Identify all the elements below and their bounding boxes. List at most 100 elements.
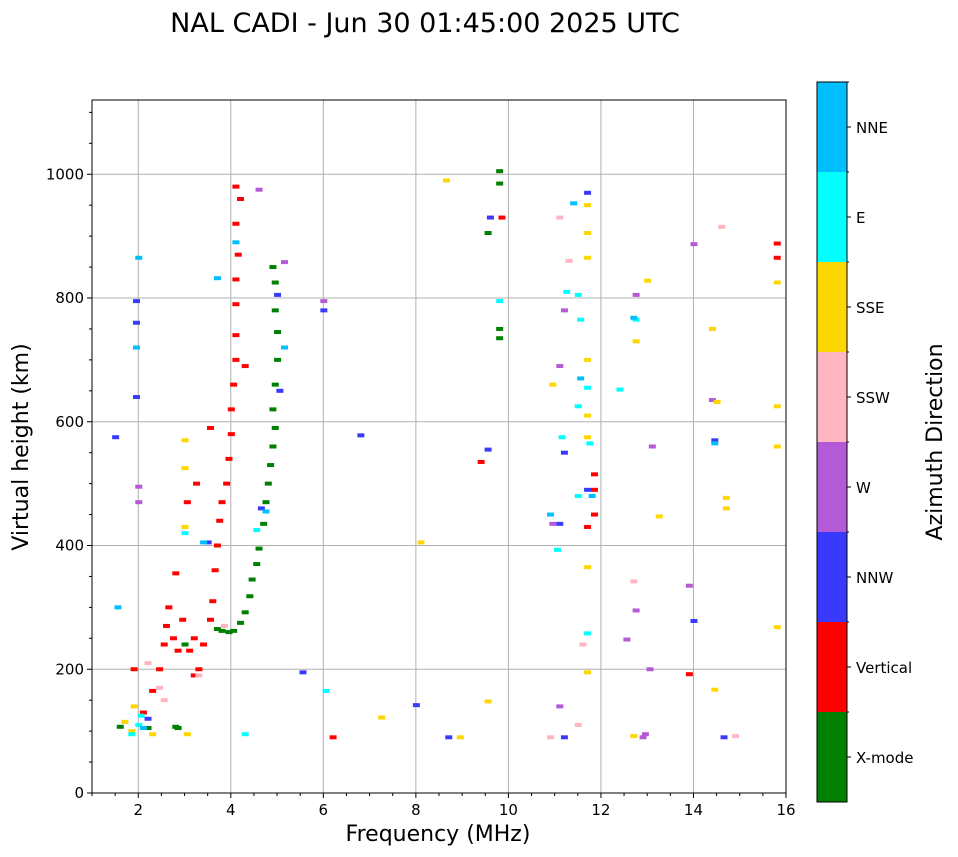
data-point-nnw <box>486 215 494 220</box>
data-point-sse <box>149 732 157 737</box>
data-point-sse <box>584 435 592 440</box>
data-point-vertical <box>163 623 171 628</box>
x-tick-label: 14 <box>684 801 703 819</box>
colorbar-segment <box>817 622 847 712</box>
data-point-sse <box>644 278 652 283</box>
data-point-vertical <box>139 710 147 715</box>
data-point-x-mode <box>241 610 249 615</box>
data-point-sse <box>181 524 189 529</box>
data-point-vertical <box>773 241 781 246</box>
data-point-vertical <box>223 481 231 486</box>
data-point-sse <box>773 625 781 630</box>
data-point-e <box>586 441 594 446</box>
data-point-vertical <box>165 605 173 610</box>
data-point-sse <box>584 203 592 208</box>
data-point-sse <box>181 466 189 471</box>
data-point-nnw <box>560 735 568 740</box>
data-point-x-mode <box>264 481 272 486</box>
data-point-vertical <box>211 568 219 573</box>
data-point-w <box>690 242 698 247</box>
data-point-w <box>685 583 693 588</box>
colorbar-tick-label: SSW <box>856 389 890 407</box>
data-point-vertical <box>160 642 168 647</box>
data-point-nnw <box>412 703 420 708</box>
data-point-vertical <box>186 648 194 653</box>
data-point-nne <box>577 376 585 381</box>
data-point-vertical <box>498 215 506 220</box>
x-tick-label: 8 <box>411 801 421 819</box>
data-point-vertical <box>172 571 180 576</box>
chart-title: NAL CADI - Jun 30 01:45:00 2025 UTC <box>170 8 680 39</box>
data-point-x-mode <box>248 577 256 582</box>
data-point-vertical <box>232 357 240 362</box>
data-point-e <box>241 732 249 737</box>
x-tick-label: 4 <box>226 801 236 819</box>
data-point-w <box>646 667 654 672</box>
data-point-nnw <box>144 716 152 721</box>
data-point-vertical <box>193 481 201 486</box>
data-point-e <box>577 317 585 322</box>
data-point-vertical <box>329 735 337 740</box>
data-point-sse <box>773 404 781 409</box>
data-point-sse <box>128 729 136 734</box>
data-point-vertical <box>590 472 598 477</box>
data-point-nnw <box>484 447 492 452</box>
data-point-ssw <box>579 642 587 647</box>
data-point-nne <box>213 276 221 281</box>
data-point-e <box>135 722 143 727</box>
data-point-vertical <box>237 197 245 201</box>
colorbar-segment <box>817 532 847 622</box>
data-point-x-mode <box>225 630 233 635</box>
data-point-vertical <box>477 459 485 464</box>
data-point-x-mode <box>271 382 279 387</box>
data-point-ssw <box>574 722 582 727</box>
data-point-x-mode <box>274 357 282 362</box>
data-point-nne <box>630 315 638 320</box>
data-point-vertical <box>218 500 226 505</box>
data-point-nnw <box>276 388 284 393</box>
data-point-sse <box>130 704 138 709</box>
data-point-ssw <box>565 258 573 263</box>
colorbar-tick-label: E <box>856 209 865 227</box>
data-point-sse <box>121 719 129 724</box>
data-point-vertical <box>216 518 224 523</box>
y-tick-label: 800 <box>55 289 84 307</box>
data-point-x-mode <box>269 407 277 412</box>
data-point-nnw <box>274 292 282 297</box>
data-point-nne <box>200 540 208 545</box>
data-point-vertical <box>206 425 214 430</box>
data-point-sse <box>711 687 719 692</box>
colorbar-segment <box>817 82 847 172</box>
data-point-ssw <box>556 215 564 220</box>
data-point-e <box>322 688 330 693</box>
x-tick-label: 10 <box>499 801 518 819</box>
data-point-x-mode <box>237 620 245 625</box>
data-point-vertical <box>200 642 208 647</box>
data-point-sse <box>181 438 189 443</box>
data-point-vertical <box>232 302 240 307</box>
data-point-nne <box>588 494 596 498</box>
data-point-vertical <box>209 599 217 604</box>
data-point-sse <box>584 565 592 570</box>
data-point-w <box>549 521 557 526</box>
data-point-sse <box>442 178 450 183</box>
data-point-sse <box>417 540 425 545</box>
data-point-x-mode <box>267 463 275 468</box>
data-point-nne <box>232 240 240 245</box>
colorbar-tick-label: NNW <box>856 569 893 587</box>
colorbar-tick-label: NNE <box>856 119 888 137</box>
x-tick-label: 16 <box>776 801 795 819</box>
data-point-e <box>616 387 624 392</box>
y-axis-label: Virtual height (km) <box>9 343 34 550</box>
data-point-w <box>556 364 564 369</box>
data-point-x-mode <box>253 562 261 567</box>
data-point-w <box>281 260 289 265</box>
data-point-vertical <box>213 543 221 548</box>
data-point-w <box>632 292 640 297</box>
data-point-e <box>574 292 582 297</box>
data-point-e <box>563 289 571 294</box>
data-point-nnw <box>132 299 140 304</box>
data-point-nne <box>570 201 578 206</box>
data-point-nne <box>547 512 555 517</box>
data-point-vertical <box>174 648 182 653</box>
